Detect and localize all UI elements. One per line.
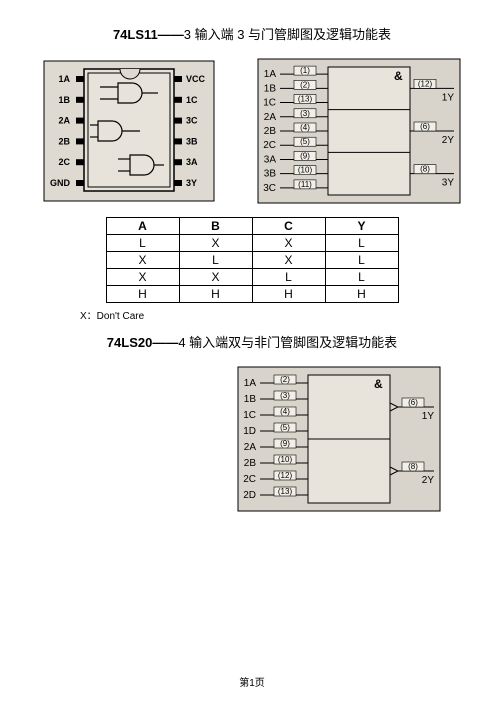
svg-text:(13): (13) xyxy=(278,487,293,496)
truth-header: A xyxy=(106,218,179,235)
table-row: XXLL xyxy=(106,269,398,286)
svg-text:2A: 2A xyxy=(244,442,257,453)
svg-text:2A: 2A xyxy=(58,116,70,126)
section2-title-bold: 74LS20—— xyxy=(107,335,179,350)
svg-text:(12): (12) xyxy=(418,79,433,88)
svg-text:(10): (10) xyxy=(278,455,293,464)
svg-text:2B: 2B xyxy=(264,126,277,137)
svg-text:1A: 1A xyxy=(58,74,70,84)
svg-text:(3): (3) xyxy=(300,109,310,118)
svg-text:2A: 2A xyxy=(264,112,277,123)
svg-text:(10): (10) xyxy=(298,166,313,175)
logic-block-diagram-2: & 1A (2) 1B (3) 1C (4) 1D (5) 2A (9) 2B (10) 2C (12) 2D… xyxy=(234,365,444,515)
svg-text:(9): (9) xyxy=(280,439,290,448)
svg-text:(4): (4) xyxy=(300,123,310,132)
svg-text:3C: 3C xyxy=(263,183,276,194)
section2-title: 74LS20——4 输入端双与非门管脚图及逻辑功能表 xyxy=(40,332,464,351)
svg-text:3Y: 3Y xyxy=(442,178,455,189)
svg-text:1B: 1B xyxy=(58,95,70,105)
svg-text:(5): (5) xyxy=(300,137,310,146)
svg-text:1D: 1D xyxy=(243,426,256,437)
svg-text:2B: 2B xyxy=(58,136,70,146)
svg-text:2C: 2C xyxy=(263,140,276,151)
svg-text:(13): (13) xyxy=(298,95,313,104)
svg-text:2Y: 2Y xyxy=(422,475,435,486)
svg-text:3B: 3B xyxy=(186,136,198,146)
svg-text:1Y: 1Y xyxy=(442,92,455,103)
svg-text:(3): (3) xyxy=(280,391,290,400)
svg-text:GND: GND xyxy=(50,178,71,188)
svg-text:VCC: VCC xyxy=(186,74,206,84)
svg-text:1B: 1B xyxy=(244,394,257,405)
svg-text:(2): (2) xyxy=(300,80,310,89)
truth-header: B xyxy=(179,218,252,235)
svg-text:(6): (6) xyxy=(420,122,430,131)
table-row: XLXL xyxy=(106,252,398,269)
svg-text:(8): (8) xyxy=(420,165,430,174)
section1-diagrams: 1A 1B 2A 2B 2C GND VCC 1C 3C 3B 3A 3Y & 1A (1) 1B (2) 1… xyxy=(40,57,464,207)
svg-text:1C: 1C xyxy=(243,410,256,421)
svg-text:(12): (12) xyxy=(278,471,293,480)
truth-header: C xyxy=(252,218,325,235)
truth-table-1: ABCYLXXLXLXLXXLLHHHH xyxy=(106,217,399,303)
svg-text:(5): (5) xyxy=(280,423,290,432)
svg-text:1Y: 1Y xyxy=(422,411,435,422)
svg-text:3C: 3C xyxy=(186,116,198,126)
svg-text:(1): (1) xyxy=(300,66,310,75)
logic-block-diagram-1: & 1A (1) 1B (2) 1C (13) 2A (3) 2B (4) 2C (5) 3A (9) 3B (… xyxy=(254,57,464,207)
svg-text:3B: 3B xyxy=(264,169,277,180)
svg-text:&: & xyxy=(374,377,383,391)
table-row: LXXL xyxy=(106,235,398,252)
svg-text:(2): (2) xyxy=(280,375,290,384)
section1-title-rest: 3 输入端 3 与门管脚图及逻辑功能表 xyxy=(184,27,391,42)
svg-text:(11): (11) xyxy=(298,180,312,189)
svg-text:1B: 1B xyxy=(264,83,277,94)
svg-text:1C: 1C xyxy=(186,95,198,105)
svg-text:(6): (6) xyxy=(408,398,418,407)
svg-text:2C: 2C xyxy=(243,474,256,485)
svg-text:2B: 2B xyxy=(244,458,257,469)
section1-title: 74LS11——3 输入端 3 与门管脚图及逻辑功能表 xyxy=(40,24,464,43)
svg-text:3A: 3A xyxy=(264,154,277,165)
svg-text:2Y: 2Y xyxy=(442,135,455,146)
svg-text:&: & xyxy=(394,69,403,83)
truth-header: Y xyxy=(325,218,398,235)
chip-pinout-diagram: 1A 1B 2A 2B 2C GND VCC 1C 3C 3B 3A 3Y xyxy=(40,57,220,207)
svg-text:2C: 2C xyxy=(58,157,70,167)
svg-text:3A: 3A xyxy=(186,157,198,167)
svg-text:1A: 1A xyxy=(244,378,257,389)
page-footer: 第1页 xyxy=(0,674,504,689)
svg-text:3Y: 3Y xyxy=(186,178,197,188)
truth-note: X：Don't Care xyxy=(80,307,464,322)
svg-text:1A: 1A xyxy=(264,69,277,80)
section1-title-bold: 74LS11—— xyxy=(113,27,184,42)
svg-text:(9): (9) xyxy=(300,151,310,160)
svg-text:(4): (4) xyxy=(280,407,290,416)
table-row: HHHH xyxy=(106,286,398,303)
svg-text:1C: 1C xyxy=(263,98,276,109)
svg-text:(8): (8) xyxy=(408,462,418,471)
section2-title-rest: 4 输入端双与非门管脚图及逻辑功能表 xyxy=(178,335,397,350)
svg-text:2D: 2D xyxy=(243,490,256,501)
